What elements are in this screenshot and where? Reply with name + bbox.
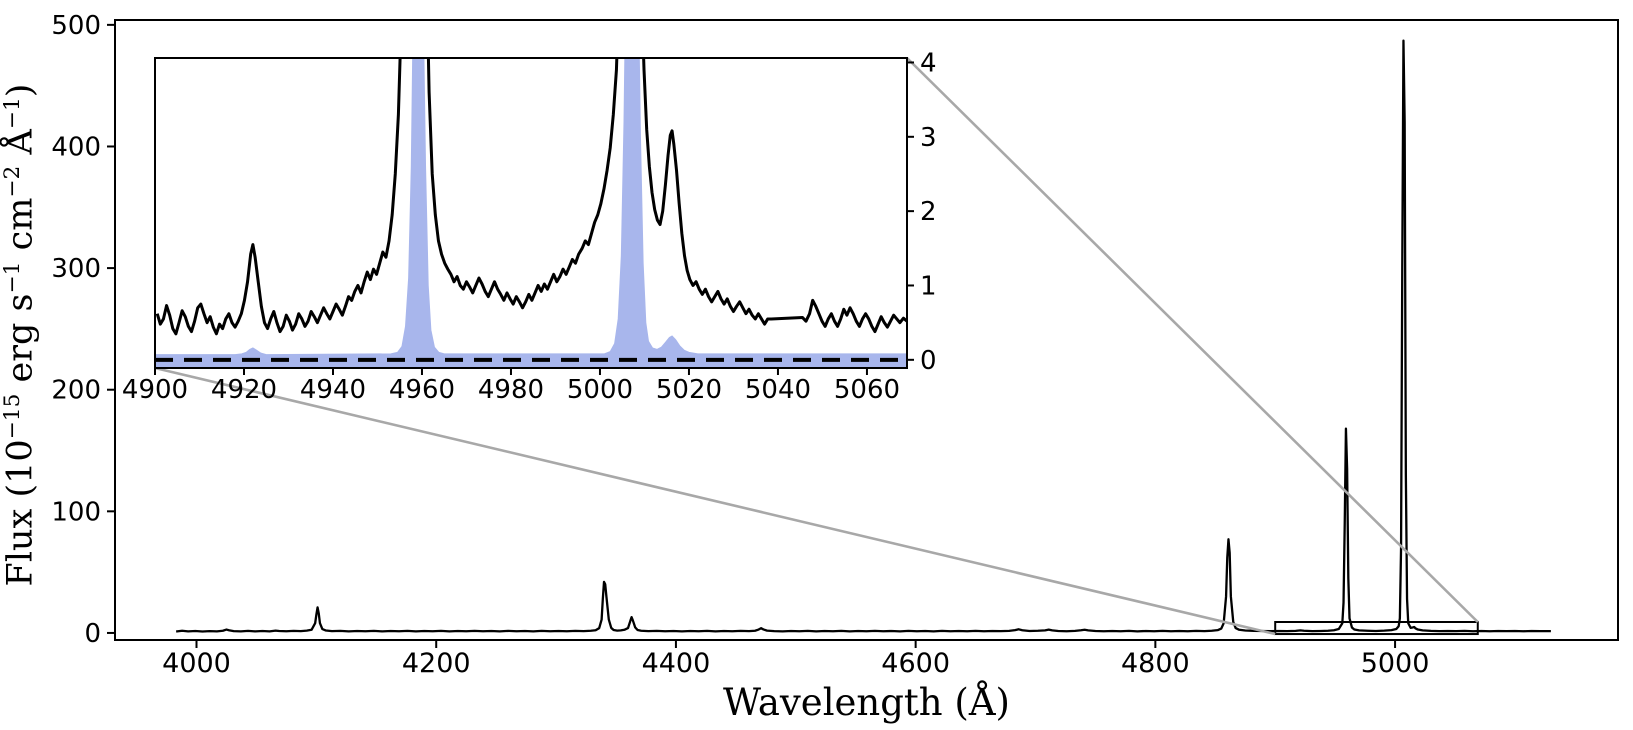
y-axis-label-exponent: −15: [0, 393, 25, 440]
inset-x-tick-label: 4980: [478, 375, 544, 405]
main-y-tick-label: 100: [51, 497, 101, 527]
main-x-tick-label: 4600: [881, 648, 950, 679]
y-axis-label-exponent: −1: [0, 261, 25, 294]
inset-x-tick-label: 4900: [122, 375, 188, 405]
inset-x-tick-label: 5000: [567, 375, 633, 405]
x-axis-label: Wavelength (Å): [723, 681, 1010, 724]
y-axis-label-text: Å: [0, 129, 41, 166]
y-axis-label-text: cm: [0, 197, 41, 262]
main-x-tick-label: 4200: [402, 648, 471, 679]
inset-x-tick-label: 4960: [389, 375, 455, 405]
inset-x-tick-label: 5020: [656, 375, 722, 405]
y-axis-label-text: Flux (10: [0, 439, 41, 587]
main-y-tick-label: 400: [51, 132, 101, 162]
inset-y-tick-label: 3: [920, 123, 937, 153]
main-spectrum-line: [175, 39, 1551, 633]
inset-x-tick-label: 4940: [300, 375, 366, 405]
inset-spectrum-line: [155, 58, 907, 336]
zoom-connector-line: [906, 57, 1479, 623]
y-axis-label-text: ): [0, 83, 41, 98]
zoom-connector-line: [154, 366, 1276, 636]
y-axis-label-exponent: −1: [0, 97, 25, 130]
inset-y-tick-label: 0: [920, 346, 937, 376]
zoom-indicator-rect: [1274, 621, 1479, 636]
main-y-tick-label: 200: [51, 376, 101, 406]
main-y-tick-label: 300: [51, 254, 101, 284]
main-y-tick-label: 500: [51, 11, 101, 41]
y-axis-label-text: erg s: [0, 293, 41, 394]
main-x-tick-label: 4000: [162, 648, 231, 679]
main-y-tick-label: 0: [84, 619, 101, 649]
y-axis-label-exponent: −2: [0, 165, 25, 198]
main-x-tick-label: 4400: [642, 648, 711, 679]
inset-x-tick-label: 4920: [211, 375, 277, 405]
inset-x-tick-label: 5060: [834, 375, 900, 405]
inset-narrow-model-fill: [155, 58, 907, 368]
y-axis-label: Flux (10−15 erg s−1 cm−2 Å−1): [0, 35, 54, 635]
inset-y-tick-label: 4: [920, 48, 937, 78]
inset-x-tick-label: 5040: [745, 375, 811, 405]
inset-y-tick-label: 1: [920, 271, 937, 301]
inset-axes-background: [155, 58, 907, 368]
inset-y-tick-label: 2: [920, 197, 937, 227]
inset-axes-spine: [154, 57, 908, 369]
main-x-tick-label: 4800: [1121, 648, 1190, 679]
main-x-tick-label: 5000: [1361, 648, 1430, 679]
main-axes-spine: [114, 19, 1619, 641]
